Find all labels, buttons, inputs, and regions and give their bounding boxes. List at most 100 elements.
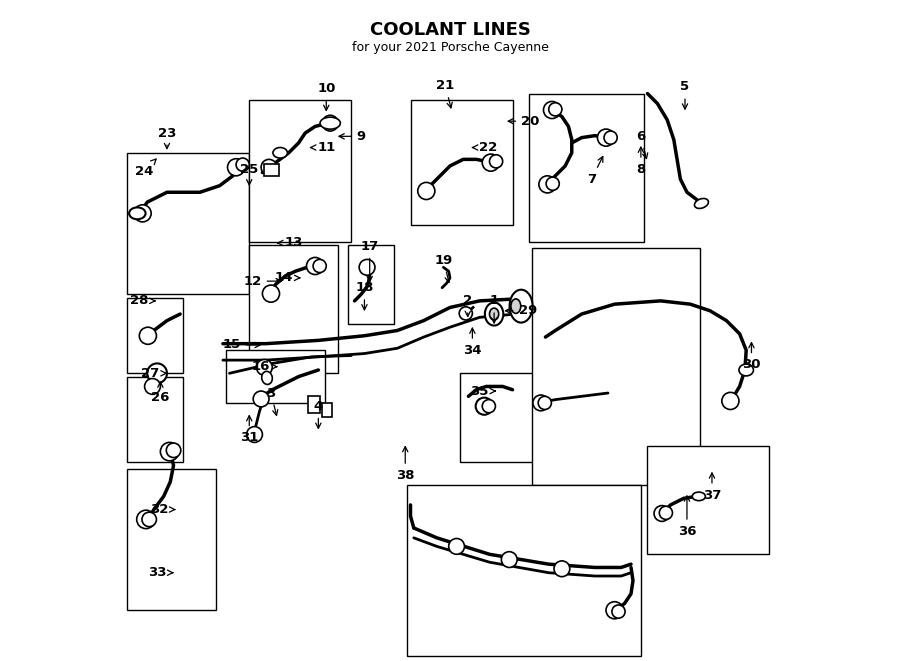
Circle shape [459,307,472,320]
Text: 18: 18 [356,281,373,310]
Text: 27: 27 [141,367,166,380]
Ellipse shape [485,303,503,326]
Circle shape [228,159,245,176]
Bar [226,350,325,403]
Circle shape [247,426,263,442]
Text: 17: 17 [361,240,379,282]
Text: 21: 21 [436,79,454,108]
Circle shape [236,158,249,171]
Text: 36: 36 [678,496,697,538]
Ellipse shape [490,308,499,320]
Text: 30: 30 [742,342,760,371]
Ellipse shape [273,147,287,158]
Text: 15: 15 [222,338,260,352]
Bar [647,446,770,555]
Bar [321,403,331,417]
Circle shape [533,395,549,410]
Circle shape [538,397,552,409]
Circle shape [539,176,556,193]
Text: 8: 8 [636,147,645,176]
Bar [407,485,641,656]
Bar [410,100,512,225]
Bar [128,153,249,294]
Bar [128,377,184,462]
Text: 7: 7 [587,157,603,186]
Text: 38: 38 [396,447,415,482]
Bar [128,469,216,610]
Circle shape [322,115,338,131]
Circle shape [606,602,623,619]
Bar [249,245,338,373]
Text: 1: 1 [490,294,499,323]
Text: 2: 2 [464,294,472,317]
Text: 32: 32 [150,503,175,516]
Circle shape [148,364,167,383]
Text: 11: 11 [310,141,336,154]
Circle shape [160,442,179,461]
Text: 20: 20 [508,115,539,128]
Circle shape [490,155,503,168]
Circle shape [263,285,280,302]
Ellipse shape [739,364,753,376]
Ellipse shape [511,299,521,313]
Text: 4: 4 [314,400,323,428]
Circle shape [554,561,570,576]
Circle shape [476,398,493,414]
Circle shape [598,129,615,146]
Ellipse shape [692,492,706,500]
Bar [265,164,279,176]
Circle shape [307,257,324,274]
Circle shape [549,102,562,116]
Text: 33: 33 [148,566,173,579]
Text: 10: 10 [317,82,336,110]
Ellipse shape [509,290,533,323]
Circle shape [418,182,435,200]
Ellipse shape [695,198,708,208]
Circle shape [482,154,500,171]
Text: 37: 37 [703,473,721,502]
Text: COOLANT LINES: COOLANT LINES [370,21,530,39]
Text: 12: 12 [243,274,282,288]
Bar [128,297,184,373]
Circle shape [313,259,327,272]
Circle shape [137,510,155,529]
Text: 34: 34 [464,328,482,357]
Bar [460,373,552,462]
Text: 9: 9 [339,130,365,143]
Circle shape [612,605,625,618]
Circle shape [140,327,157,344]
Circle shape [449,539,464,555]
Text: 14: 14 [274,272,300,284]
Circle shape [654,506,670,522]
Text: 26: 26 [151,382,169,404]
Circle shape [501,552,518,567]
Bar [529,94,644,242]
Circle shape [256,360,273,375]
Ellipse shape [262,371,273,385]
Circle shape [359,259,375,275]
Circle shape [145,379,160,395]
Text: for your 2021 Porsche Cayenne: for your 2021 Porsche Cayenne [352,41,548,54]
Circle shape [604,131,617,144]
Text: 24: 24 [135,159,156,178]
Text: 28: 28 [130,294,155,307]
Ellipse shape [129,208,146,219]
Circle shape [544,101,561,118]
Bar [309,397,320,412]
Circle shape [134,205,151,222]
Text: 23: 23 [158,126,176,149]
Circle shape [142,512,157,527]
Text: 22: 22 [472,141,498,154]
Text: 5: 5 [680,81,689,109]
Circle shape [253,391,269,407]
Text: 35: 35 [471,385,495,397]
Bar [249,100,351,242]
Circle shape [660,506,672,520]
Circle shape [166,443,181,457]
Bar [532,249,700,485]
Circle shape [546,177,559,190]
Circle shape [722,393,739,409]
Text: 3: 3 [266,387,278,415]
Text: 31: 31 [240,416,258,444]
Text: 6: 6 [636,130,648,159]
